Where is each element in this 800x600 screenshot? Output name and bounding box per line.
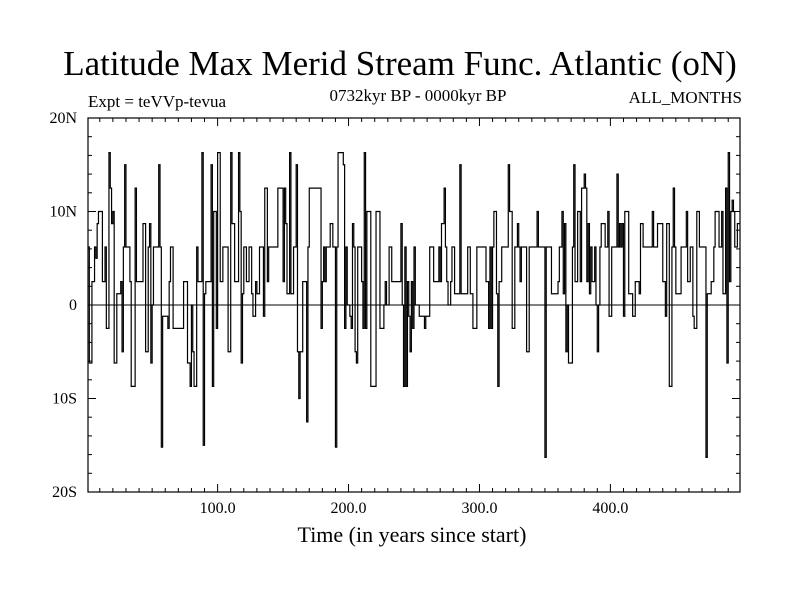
y-tick-label: 10S xyxy=(52,391,77,408)
y-tick-label: 10N xyxy=(49,204,77,221)
x-tick-label: 100.0 xyxy=(200,500,236,517)
x-axis-label: Time (in years since start) xyxy=(297,522,527,547)
data-layer xyxy=(88,152,740,459)
chart-title: Latitude Max Merid Stream Func. Atlantic… xyxy=(63,44,737,83)
axis-layer: 100.0 200.0 300.0 400.0 20N 10N 0 10S 20S xyxy=(49,110,740,517)
x-tick-label: 300.0 xyxy=(461,500,497,517)
y-tick-label: 20S xyxy=(52,484,77,501)
chart-subtitle: 0732kyr BP - 0000kyr BP xyxy=(329,86,507,105)
experiment-label: Expt = teVVp-tevua xyxy=(88,92,226,111)
y-tick-label: 20N xyxy=(49,110,77,127)
season-label: ALL_MONTHS xyxy=(628,88,742,107)
x-tick-label: 400.0 xyxy=(592,500,628,517)
x-tick-label: 200.0 xyxy=(331,500,367,517)
y-tick-label: 0 xyxy=(69,297,77,314)
series-line xyxy=(88,152,740,459)
